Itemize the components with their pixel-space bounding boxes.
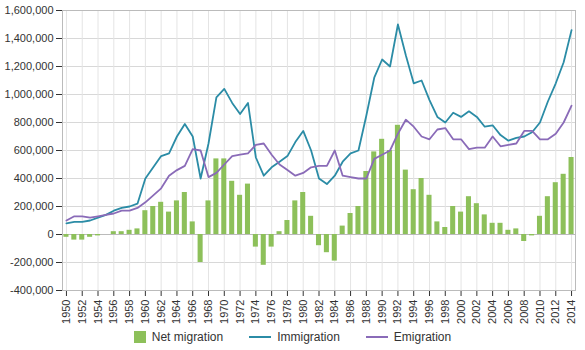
svg-text:1998: 1998 [439,300,451,324]
svg-text:1980: 1980 [297,300,309,324]
svg-text:2000: 2000 [455,300,467,324]
svg-text:1984: 1984 [328,300,340,324]
svg-text:1992: 1992 [391,300,403,324]
svg-text:1960: 1960 [139,300,151,324]
svg-text:2012: 2012 [549,300,561,324]
svg-text:1990: 1990 [376,300,388,324]
html-text:Net migration: Net migration [151,330,224,344]
html-text:Immigration: Immigration [277,330,340,344]
svg-text:1952: 1952 [76,300,88,324]
svg-text:1,400,000: 1,400,000 [5,32,54,44]
svg-text:1958: 1958 [123,300,135,324]
svg-text:200,000: 200,000 [14,200,54,212]
svg-text:-400,000: -400,000 [10,284,53,296]
svg-text:1970: 1970 [218,300,230,324]
svg-text:1962: 1962 [155,300,167,324]
svg-text:1966: 1966 [186,300,198,324]
svg-text:1976: 1976 [265,300,277,324]
svg-text:1,600,000: 1,600,000 [5,4,54,16]
svg-text:0: 0 [47,228,53,240]
svg-text:1986: 1986 [344,300,356,324]
svg-text:800,000: 800,000 [14,116,54,128]
svg-text:2008: 2008 [518,300,530,324]
svg-text:2014: 2014 [565,300,577,324]
svg-text:1996: 1996 [423,300,435,324]
svg-text:1974: 1974 [249,300,261,324]
svg-text:1964: 1964 [170,300,182,324]
svg-text:2006: 2006 [502,300,514,324]
svg-text:-200,000: -200,000 [10,256,53,268]
svg-text:1,000,000: 1,000,000 [5,88,54,100]
svg-text:2002: 2002 [470,300,482,324]
svg-text:1982: 1982 [313,300,325,324]
svg-text:1954: 1954 [92,300,104,324]
svg-text:1978: 1978 [281,300,293,324]
svg-text:1950: 1950 [60,300,72,324]
svg-text:1956: 1956 [107,300,119,324]
svg-text:1968: 1968 [202,300,214,324]
svg-text:2010: 2010 [534,300,546,324]
svg-text:2004: 2004 [486,300,498,324]
svg-text:1988: 1988 [360,300,372,324]
svg-text:1972: 1972 [234,300,246,324]
svg-text:1,200,000: 1,200,000 [5,60,54,72]
svg-text:400,000: 400,000 [14,172,54,184]
svg-text:600,000: 600,000 [14,144,54,156]
svg-text:1994: 1994 [407,300,419,324]
html-text:Emigration: Emigration [393,330,452,344]
